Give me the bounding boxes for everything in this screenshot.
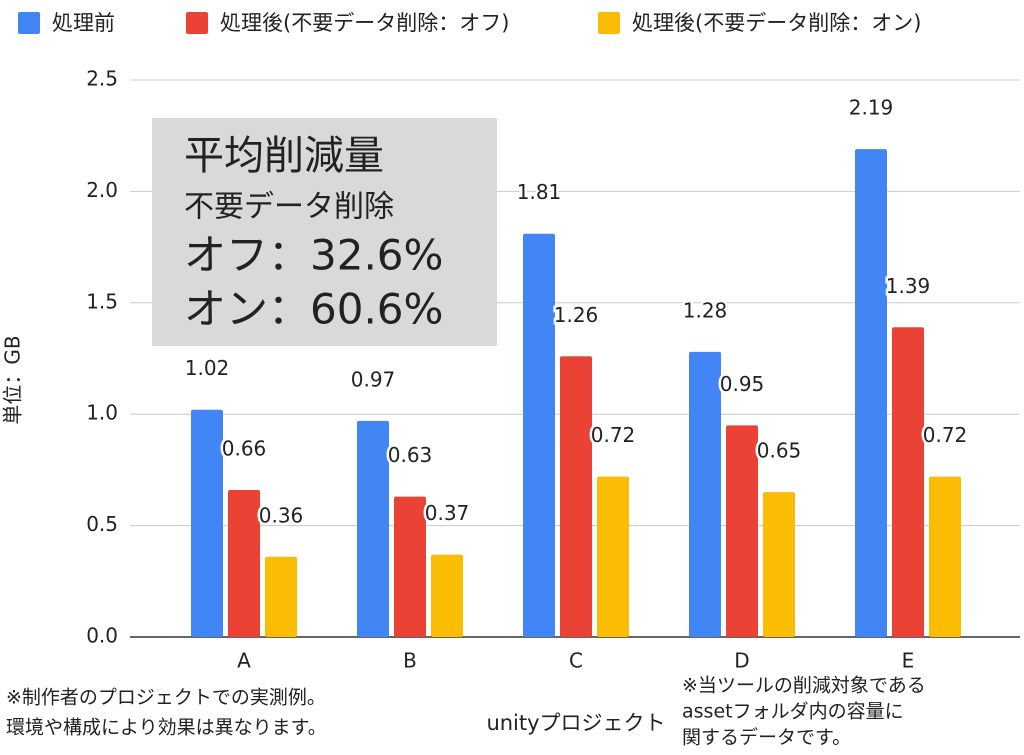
note-text: 関するデータです。 bbox=[682, 727, 851, 749]
data-label: 1.39 bbox=[886, 274, 931, 298]
y-axis-title: 単位：GB bbox=[1, 335, 25, 424]
legend-label: 処理後(不要データ削除：オフ) bbox=[220, 11, 509, 35]
data-label: 0.72 bbox=[591, 423, 636, 447]
legend-label: 処理前 bbox=[52, 11, 115, 35]
data-label: 1.28 bbox=[683, 298, 728, 322]
bar bbox=[357, 420, 389, 637]
legend-swatch bbox=[186, 12, 208, 34]
bar bbox=[265, 556, 297, 637]
bar bbox=[228, 489, 260, 637]
y-tick-label: 2.5 bbox=[86, 67, 118, 91]
bar bbox=[892, 327, 924, 637]
annotation-text: 不要データ削除 bbox=[184, 190, 394, 225]
data-label: 0.72 bbox=[923, 423, 968, 447]
data-label: 0.97 bbox=[351, 367, 396, 391]
bar bbox=[191, 409, 223, 637]
bar bbox=[689, 351, 721, 637]
bar bbox=[523, 233, 555, 637]
data-label: 0.66 bbox=[222, 436, 267, 460]
bar bbox=[855, 149, 887, 637]
bar bbox=[597, 476, 629, 637]
x-tick-label: D bbox=[734, 649, 749, 673]
annotation-box bbox=[152, 118, 497, 346]
legend-label: 処理後(不要データ削除：オン) bbox=[632, 11, 921, 35]
legend-swatch bbox=[598, 12, 620, 34]
y-tick-label: 1.0 bbox=[86, 401, 118, 425]
data-label: 0.37 bbox=[425, 501, 470, 525]
note-text: ※制作者のプロジェクトでの実測例。 bbox=[6, 687, 326, 709]
bar bbox=[763, 492, 795, 637]
bar bbox=[394, 496, 426, 637]
data-label: 1.02 bbox=[185, 356, 230, 380]
data-label: 0.63 bbox=[388, 443, 433, 467]
bar bbox=[929, 476, 961, 637]
data-label: 1.81 bbox=[517, 180, 562, 204]
y-tick-label: 1.5 bbox=[86, 289, 118, 313]
x-tick-label: C bbox=[569, 649, 583, 673]
bar bbox=[726, 425, 758, 637]
data-label: 0.36 bbox=[259, 503, 304, 527]
y-tick-label: 0.0 bbox=[86, 624, 118, 648]
x-tick-label: E bbox=[902, 649, 915, 673]
y-tick-label: 2.0 bbox=[86, 178, 118, 202]
annotation-text: オン：60.6% bbox=[184, 285, 443, 334]
data-label: 2.19 bbox=[849, 96, 894, 120]
x-tick-label: B bbox=[403, 649, 417, 673]
x-tick-label: A bbox=[237, 649, 251, 673]
bar bbox=[560, 356, 592, 637]
bar bbox=[431, 554, 463, 637]
note-text: ※当ツールの削減対象である bbox=[682, 675, 926, 697]
legend-swatch bbox=[18, 12, 40, 34]
x-axis-title: unityプロジェクト bbox=[486, 711, 665, 735]
data-label: 0.95 bbox=[720, 372, 765, 396]
y-tick-label: 0.5 bbox=[86, 512, 118, 536]
note-text: 環境や構成により効果は異なります。 bbox=[6, 717, 327, 739]
data-label: 0.65 bbox=[757, 439, 802, 463]
annotation-text: オフ：32.6% bbox=[184, 231, 443, 280]
annotation-text: 平均削減量 bbox=[184, 133, 384, 179]
data-label: 1.26 bbox=[554, 303, 599, 327]
note-text: assetフォルダ内の容量に bbox=[682, 701, 904, 723]
